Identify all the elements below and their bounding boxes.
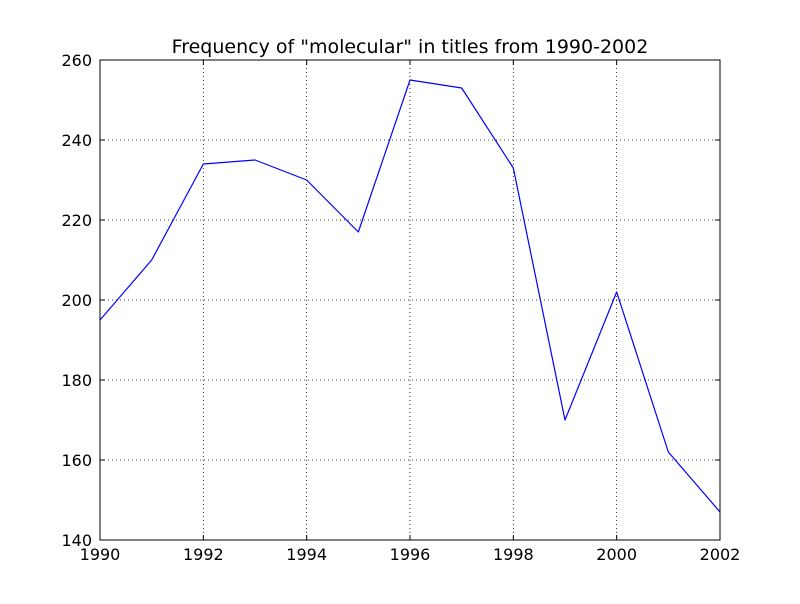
chart-title: Frequency of "molecular" in titles from … [172, 36, 649, 58]
y-tick-label: 220 [61, 211, 92, 230]
x-tick-label: 2000 [596, 545, 637, 564]
y-tick-label: 160 [61, 451, 92, 470]
x-tick-label: 1992 [183, 545, 224, 564]
x-tick-label: 1994 [286, 545, 327, 564]
x-tick-label: 1998 [493, 545, 534, 564]
y-tick-label: 240 [61, 131, 92, 150]
y-tick-label: 260 [61, 51, 92, 70]
y-tick-label: 200 [61, 291, 92, 310]
x-tick-label: 2002 [700, 545, 741, 564]
x-tick-label: 1996 [390, 545, 431, 564]
y-tick-label: 140 [61, 531, 92, 550]
grid-lines [100, 60, 720, 540]
y-tick-label: 180 [61, 371, 92, 390]
